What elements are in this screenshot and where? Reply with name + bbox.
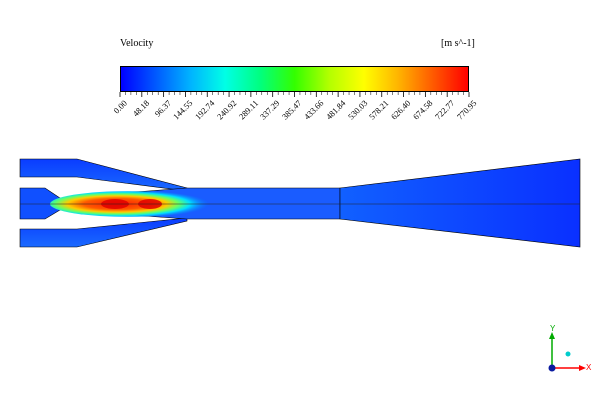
colorbar-ticks — [119, 92, 470, 97]
axis-triad[interactable]: Y X — [540, 324, 592, 380]
upper-inlet-channel — [19, 158, 188, 192]
x-axis-label: X — [586, 363, 592, 372]
y-axis-label: Y — [550, 324, 556, 333]
legend-unit: [m s^-1] — [441, 38, 475, 49]
lower-inlet-channel — [19, 217, 188, 248]
diffuser — [339, 158, 581, 248]
legend-title: Velocity — [120, 38, 154, 49]
colorbar — [120, 66, 469, 92]
